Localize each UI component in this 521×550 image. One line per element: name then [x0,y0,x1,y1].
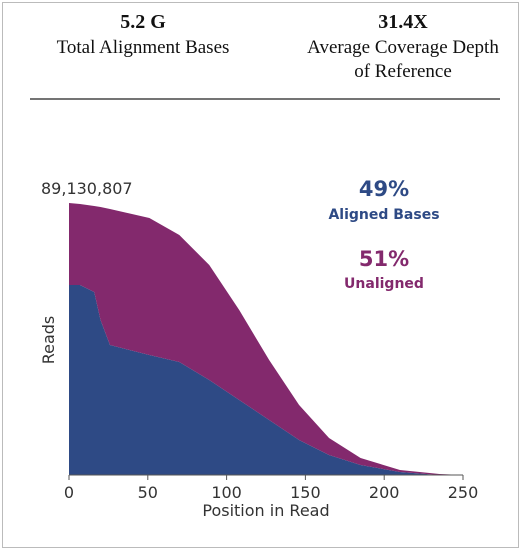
annotation-value: 49% [359,177,409,201]
x-tick-label: 50 [138,483,158,502]
y-axis-label: Reads [39,316,58,365]
y-tick-label: 89,130,807 [41,179,133,198]
stat-value: 5.2 G [120,11,166,33]
x-tick-label: 150 [290,483,321,502]
area [69,285,463,475]
annotation-value: 51% [359,247,409,271]
legend-label: Unaligned [344,276,424,292]
x-tick-label: 250 [448,483,479,502]
stat: 5.2 G Total Alignment Bases [23,10,263,60]
x-tick-label: 200 [369,483,400,502]
x-tick-label: 0 [64,483,74,502]
x-axis-label: Position in Read [202,501,329,520]
area [69,203,463,476]
stat-label: Total Alignment Bases [56,37,230,58]
stat-value: 31.4X [378,11,428,33]
stat: 31.4X Average Coverage Depth of Referenc… [283,10,521,84]
legend-label: Aligned Bases [328,207,439,223]
x-tick-label: 100 [211,483,242,502]
stat-label: Average Coverage Depth of Reference [307,37,499,82]
